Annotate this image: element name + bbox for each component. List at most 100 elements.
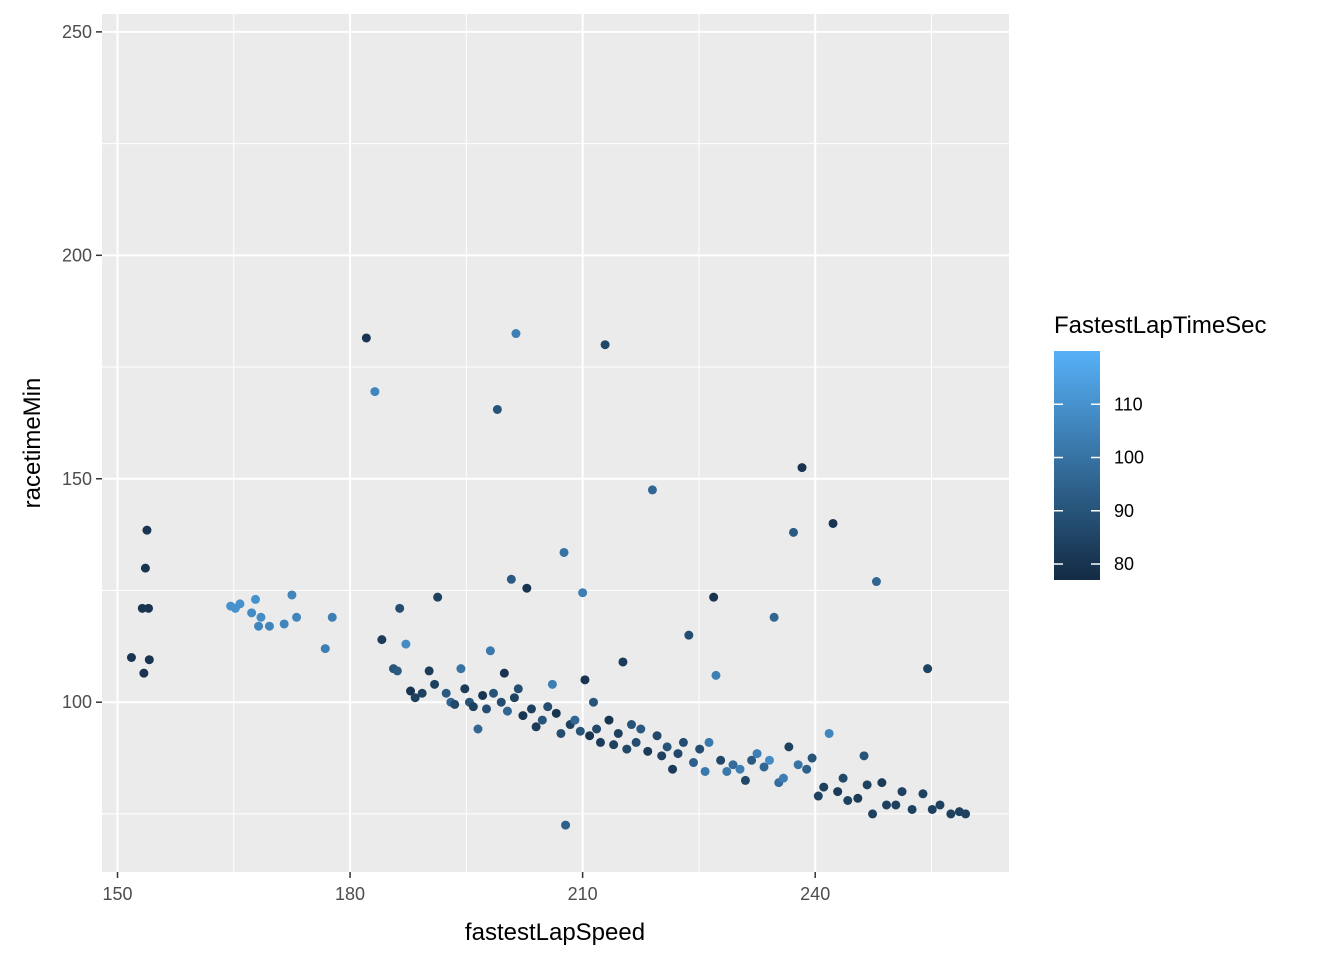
data-point bbox=[456, 664, 466, 674]
data-point bbox=[580, 675, 590, 685]
data-point bbox=[499, 668, 509, 678]
data-point bbox=[752, 749, 762, 759]
data-point bbox=[556, 728, 566, 738]
data-point bbox=[688, 758, 698, 768]
data-point bbox=[626, 720, 636, 730]
data-point bbox=[585, 731, 595, 741]
data-point bbox=[401, 639, 411, 649]
data-point bbox=[473, 724, 483, 734]
data-point bbox=[622, 744, 632, 754]
data-point bbox=[395, 603, 405, 613]
data-point bbox=[722, 766, 732, 776]
data-point bbox=[813, 791, 823, 801]
data-point bbox=[819, 782, 829, 792]
data-point bbox=[618, 657, 628, 667]
x-tick-label: 150 bbox=[102, 884, 132, 904]
data-point bbox=[868, 809, 878, 819]
data-point bbox=[684, 630, 694, 640]
data-point bbox=[891, 800, 901, 810]
data-point bbox=[543, 702, 553, 712]
data-point bbox=[716, 755, 726, 765]
data-point bbox=[320, 644, 330, 654]
data-point bbox=[142, 525, 152, 535]
data-point bbox=[735, 764, 745, 774]
x-axis: 150 180 210 240 bbox=[102, 872, 830, 904]
data-point bbox=[254, 621, 264, 631]
data-point bbox=[511, 329, 521, 339]
data-point bbox=[643, 746, 653, 756]
data-point bbox=[871, 577, 881, 587]
data-point bbox=[673, 749, 683, 759]
data-point bbox=[424, 666, 434, 676]
x-axis-title: fastestLapSpeed bbox=[465, 919, 645, 946]
data-point bbox=[793, 760, 803, 770]
data-point bbox=[468, 702, 478, 712]
data-point bbox=[264, 621, 274, 631]
data-point bbox=[609, 740, 619, 750]
data-point bbox=[392, 666, 402, 676]
data-point bbox=[247, 608, 257, 618]
y-axis-title: racetimeMin bbox=[19, 378, 46, 509]
data-point bbox=[833, 787, 843, 797]
colorbar-tick-label: 90 bbox=[1114, 501, 1134, 521]
data-point bbox=[853, 793, 863, 803]
colorbar-ticks: 80 90 100 110 bbox=[1054, 394, 1144, 574]
data-point bbox=[828, 518, 838, 528]
data-point bbox=[513, 684, 523, 694]
legend-title: FastestLapTimeSec bbox=[1054, 312, 1267, 339]
data-point bbox=[370, 387, 380, 397]
data-point bbox=[509, 693, 519, 703]
data-point bbox=[140, 563, 150, 573]
data-points bbox=[126, 329, 971, 830]
data-point bbox=[531, 722, 541, 732]
data-point bbox=[918, 789, 928, 799]
data-point bbox=[482, 704, 492, 714]
data-point bbox=[711, 670, 721, 680]
x-tick-label: 240 bbox=[800, 884, 830, 904]
data-point bbox=[559, 547, 569, 557]
data-point bbox=[728, 760, 738, 770]
data-point bbox=[144, 603, 154, 613]
colorbar-tick-label: 80 bbox=[1114, 554, 1134, 574]
data-point bbox=[430, 679, 440, 689]
data-point bbox=[961, 809, 971, 819]
data-point bbox=[327, 612, 337, 622]
data-point bbox=[700, 766, 710, 776]
data-point bbox=[613, 728, 623, 738]
data-point bbox=[595, 737, 605, 747]
y-tick-label: 150 bbox=[62, 469, 92, 489]
data-point bbox=[256, 612, 266, 622]
data-point bbox=[647, 485, 657, 495]
data-point bbox=[678, 737, 688, 747]
data-point bbox=[862, 780, 872, 790]
data-point bbox=[935, 800, 945, 810]
legend: FastestLapTimeSec 80 90 100 110 bbox=[1054, 312, 1267, 580]
data-point bbox=[802, 764, 812, 774]
y-axis: 100 150 200 250 bbox=[62, 22, 102, 712]
data-point bbox=[139, 668, 149, 678]
data-point bbox=[537, 715, 547, 725]
data-point bbox=[279, 619, 289, 629]
data-point bbox=[877, 778, 887, 788]
data-point bbox=[417, 688, 427, 698]
data-point bbox=[907, 804, 917, 814]
data-point bbox=[235, 599, 245, 609]
colorbar bbox=[1054, 351, 1100, 580]
data-point bbox=[592, 724, 602, 734]
data-point bbox=[797, 463, 807, 473]
data-point bbox=[747, 755, 757, 765]
data-point bbox=[522, 583, 532, 593]
data-point bbox=[778, 773, 788, 783]
plot-panel bbox=[102, 14, 1009, 872]
data-point bbox=[927, 804, 937, 814]
data-point bbox=[652, 731, 662, 741]
y-tick-label: 100 bbox=[62, 692, 92, 712]
data-point bbox=[492, 404, 502, 414]
data-point bbox=[287, 590, 297, 600]
data-point bbox=[361, 333, 371, 343]
data-point bbox=[764, 755, 774, 765]
data-point bbox=[144, 655, 154, 665]
data-point bbox=[485, 646, 495, 656]
data-point bbox=[578, 588, 588, 598]
